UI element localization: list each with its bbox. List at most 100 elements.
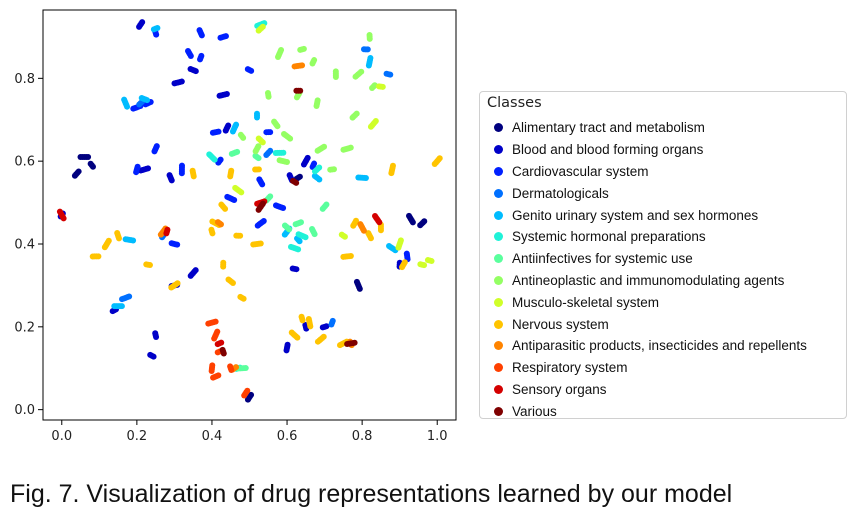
- data-point: [229, 128, 236, 135]
- data-point: [130, 237, 137, 244]
- data-point: [283, 159, 290, 166]
- legend-label: Blood and blood forming organs: [512, 142, 704, 158]
- legend-label: Sensory organs: [512, 381, 607, 397]
- data-point: [248, 67, 255, 74]
- data-point: [376, 219, 383, 226]
- data-point: [255, 155, 262, 162]
- data-point: [168, 177, 175, 184]
- legend-item: Alimentary tract and metabolism: [487, 117, 846, 139]
- data-point: [208, 368, 215, 375]
- legend-marker-icon: [494, 341, 503, 351]
- data-point: [214, 341, 221, 348]
- legend-marker-icon: [494, 406, 503, 416]
- data-point: [150, 26, 157, 33]
- legend-label: Nervous system: [512, 316, 609, 332]
- data-point: [367, 123, 374, 130]
- data-point: [379, 83, 386, 90]
- legend-marker-icon: [494, 319, 503, 329]
- data-point: [399, 264, 406, 271]
- y-tick-label: 0.4: [14, 237, 35, 252]
- data-point: [316, 176, 323, 183]
- data-point: [178, 170, 185, 177]
- data-point: [328, 321, 335, 328]
- data-point: [163, 230, 170, 237]
- data-point: [344, 341, 351, 348]
- data-point: [216, 92, 223, 99]
- data-point: [240, 134, 247, 141]
- x-tick-label: 0.2: [127, 429, 148, 444]
- x-tick-label: 0.4: [202, 429, 223, 444]
- data-point: [281, 231, 288, 238]
- x-tick-label: 0.0: [51, 429, 72, 444]
- data-point: [255, 27, 262, 34]
- data-point: [431, 161, 438, 168]
- data-point: [198, 32, 205, 39]
- data-point: [300, 161, 307, 168]
- legend-item: Sensory organs: [487, 379, 846, 401]
- data-point: [119, 296, 126, 303]
- data-point: [116, 235, 122, 242]
- legend-label: Genito urinary system and sex hormones: [512, 207, 759, 223]
- y-tick-label: 0.8: [14, 72, 35, 87]
- legend-marker-icon: [494, 188, 503, 198]
- x-axis: 0.0 0.2 0.4 0.6 0.8 1.0: [51, 420, 448, 444]
- data-point: [292, 221, 299, 228]
- data-point: [409, 219, 416, 226]
- data-point: [263, 151, 270, 158]
- data-point: [352, 73, 359, 80]
- y-axis: 0.0 0.2 0.4 0.6 0.8: [14, 72, 43, 418]
- data-point: [417, 222, 424, 229]
- data-point: [250, 241, 257, 248]
- y-tick-label: 0.6: [14, 155, 35, 170]
- data-point: [311, 168, 318, 175]
- data-point: [254, 222, 261, 229]
- data-point: [259, 181, 266, 188]
- points-layer: [56, 19, 443, 403]
- data-point: [307, 323, 314, 330]
- data-point: [228, 367, 235, 374]
- data-point: [366, 35, 373, 42]
- data-point: [293, 94, 300, 101]
- data-point: [205, 320, 212, 327]
- data-point: [124, 103, 131, 110]
- data-point: [133, 169, 140, 176]
- data-point: [286, 226, 293, 233]
- data-point: [222, 205, 229, 212]
- data-point: [254, 114, 261, 121]
- data-point: [294, 334, 301, 341]
- legend-marker-icon: [494, 210, 503, 220]
- legend-label: Systemic hormonal preparations: [512, 229, 706, 245]
- data-point: [421, 262, 428, 269]
- data-point: [211, 156, 218, 163]
- legend-marker-icon: [494, 254, 503, 264]
- y-tick-label: 0.0: [14, 403, 35, 418]
- legend-item: Nervous system: [487, 313, 846, 335]
- data-point: [168, 284, 175, 291]
- data-point: [85, 154, 92, 161]
- scatter-plot: 0.0 0.2 0.4 0.6 0.8 1.0 0.0 0.2 0.4 0.6 0.8: [14, 9, 457, 444]
- data-point: [244, 396, 251, 403]
- data-point: [238, 189, 245, 196]
- data-point: [214, 349, 221, 356]
- legend-item: Respiratory system: [487, 357, 846, 379]
- data-point: [241, 392, 248, 399]
- data-point: [311, 231, 318, 238]
- legend-marker-icon: [494, 166, 503, 176]
- data-point: [255, 206, 262, 213]
- data-point: [231, 197, 238, 204]
- data-point: [210, 374, 217, 381]
- data-point: [220, 263, 227, 270]
- data-point: [367, 235, 374, 242]
- data-point: [101, 244, 108, 251]
- data-point: [369, 84, 376, 91]
- legend-label: Antiinfectives for systemic use: [512, 251, 693, 267]
- data-point: [209, 230, 216, 237]
- legend-marker-icon: [494, 275, 503, 285]
- plot-frame: [42, 9, 457, 421]
- data-point: [157, 231, 164, 238]
- data-point: [153, 31, 160, 38]
- legend-items: Alimentary tract and metabolism Blood and…: [487, 117, 846, 422]
- data-point: [314, 338, 321, 345]
- data-point: [309, 60, 316, 67]
- data-point: [388, 170, 395, 177]
